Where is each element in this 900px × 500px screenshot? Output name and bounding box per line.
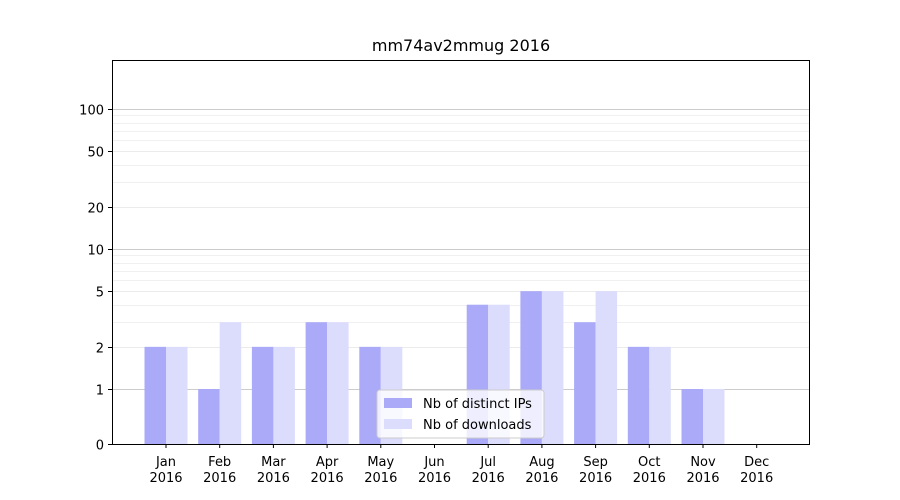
y-tick-label: 1	[96, 384, 104, 399]
legend-box	[376, 389, 545, 439]
x-tick-label-month: Jun	[423, 455, 444, 470]
bar-downloads	[327, 322, 349, 444]
y-tick-label: 20	[87, 202, 104, 217]
bar-downloads	[703, 389, 725, 444]
x-tick-label-month: Nov	[690, 455, 716, 470]
x-tick-label-year: 2016	[203, 471, 236, 486]
x-tick-label-month: May	[367, 455, 394, 470]
bar-downloads	[273, 346, 295, 444]
bar-distinct-ips	[359, 346, 381, 444]
x-tick-label-year: 2016	[633, 471, 666, 486]
x-tick-label-month: Aug	[529, 455, 554, 470]
bar-downloads	[541, 291, 564, 444]
y-tick-label: 10	[87, 244, 104, 259]
x-tick-label-year: 2016	[740, 471, 773, 486]
x-tick-label-year: 2016	[149, 471, 182, 486]
x-tick-label-year: 2016	[364, 471, 397, 486]
legend-swatch	[384, 398, 412, 408]
x-tick-label-year: 2016	[525, 471, 558, 486]
legend: Nb of distinct IPs Nb of downloads	[376, 389, 545, 439]
x-tick-label-year: 2016	[686, 471, 719, 486]
bar-distinct-ips	[305, 322, 328, 444]
x-tick-label-year: 2016	[579, 471, 612, 486]
grid	[112, 109, 809, 390]
bar-downloads	[166, 346, 188, 444]
x-axis: Jan2016Feb2016Mar2016Apr2016May2016Jun20…	[149, 444, 773, 486]
x-tick-label-year: 2016	[257, 471, 290, 486]
y-tick-label: 2	[96, 342, 104, 357]
bar-downloads	[219, 322, 242, 444]
legend-label: Nb of distinct IPs	[423, 397, 532, 412]
legend-label: Nb of downloads	[423, 418, 532, 433]
bar-distinct-ips	[251, 346, 274, 444]
bar-distinct-ips	[681, 389, 703, 444]
x-tick-label-month: Jul	[479, 455, 496, 470]
x-tick-label-month: Oct	[638, 455, 660, 470]
bar-distinct-ips	[144, 346, 166, 444]
chart-title: mm74av2mmug 2016	[372, 36, 550, 55]
bar-downloads	[595, 291, 618, 444]
x-tick-label-month: Mar	[261, 455, 286, 470]
x-tick-label-year: 2016	[418, 471, 451, 486]
x-tick-label-month: Jan	[155, 455, 176, 470]
bar-distinct-ips	[574, 322, 596, 444]
x-tick-label-year: 2016	[311, 471, 344, 486]
y-tick-label: 50	[87, 146, 104, 161]
legend-swatch	[384, 419, 412, 429]
x-tick-label-year: 2016	[472, 471, 505, 486]
bar-distinct-ips	[627, 346, 650, 444]
y-axis: 0 1 2 5 10 20 50 100	[79, 104, 112, 454]
y-tick-label: 100	[79, 104, 104, 119]
y-tick-label: 5	[96, 286, 104, 301]
x-tick-label-month: Apr	[316, 455, 339, 470]
bar-downloads	[649, 346, 671, 444]
y-tick-label: 0	[96, 439, 104, 454]
bar-distinct-ips	[198, 389, 220, 444]
x-tick-label-month: Feb	[208, 455, 231, 470]
plot-frame	[112, 60, 810, 445]
x-tick-label-month: Sep	[583, 455, 608, 470]
x-tick-label-month: Dec	[744, 455, 769, 470]
